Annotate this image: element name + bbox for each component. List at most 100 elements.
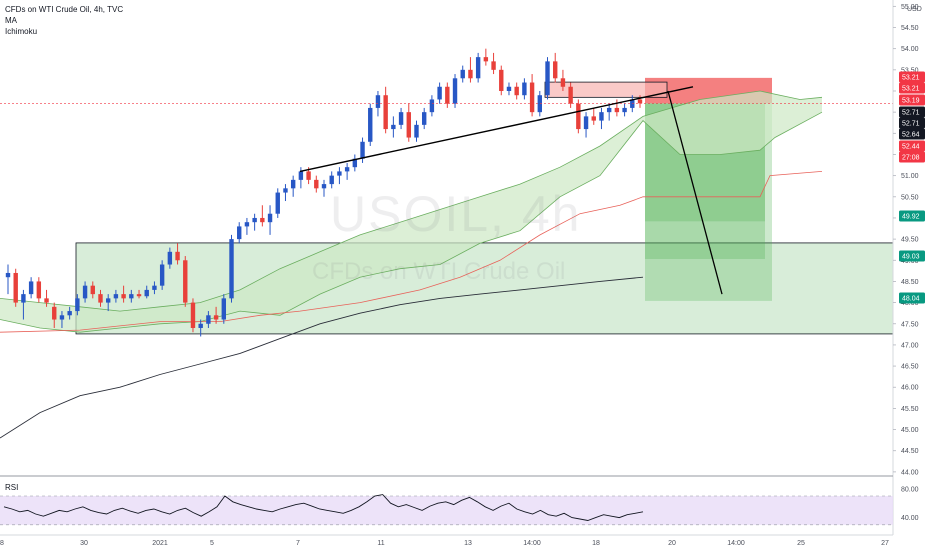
candle-body (429, 99, 435, 113)
candle-body (452, 78, 458, 104)
candle-body (36, 281, 42, 299)
candle-body (560, 78, 566, 87)
candle-body (167, 251, 173, 265)
candle-body (229, 239, 234, 299)
price-tag-label: 48.04 (902, 296, 920, 303)
candle-body (90, 285, 95, 295)
price-tag (899, 117, 925, 129)
candle-body (522, 82, 527, 96)
time-tick-label: 14:00 (523, 540, 541, 547)
candle-body (499, 69, 504, 91)
candle-body (213, 315, 219, 320)
rsi-band (0, 496, 893, 525)
chart-legend: CFDs on WTI Crude Oil, 4h, TVC MA Ichimo… (5, 4, 123, 37)
projection-line (667, 90, 723, 295)
candle-body (67, 311, 72, 316)
time-tick-label: 13 (464, 540, 472, 547)
candle-body (75, 298, 80, 312)
candle-body (252, 217, 257, 223)
candle-body (568, 86, 573, 104)
candle-body (583, 116, 589, 130)
price-tag (899, 71, 925, 83)
ma-line (0, 276, 644, 439)
candle-body (190, 302, 196, 328)
drawings-layer (0, 86, 893, 295)
time-tick-label: 18 (592, 540, 600, 547)
candle-body (267, 213, 273, 223)
price-tag (899, 140, 925, 152)
candle-body (314, 179, 319, 189)
price-tick-label: 47.50 (901, 321, 919, 328)
price-tag-label: 53.21 (902, 75, 920, 82)
price-tick-label: 44.00 (901, 469, 919, 476)
time-tick-label: 27 (881, 540, 889, 547)
time-axis: 28 30 2021 5 7 11 13 14:00 18 20 14:00 25 27 (0, 534, 893, 547)
price-tag-label: 53.19 (902, 98, 920, 105)
price-tag (899, 128, 925, 140)
time-tick-label: 28 (0, 540, 4, 547)
price-tag-label: 52.44 (902, 144, 920, 151)
candle-body (298, 171, 304, 180)
ichimoku-span-b (0, 111, 823, 333)
price-tag (899, 94, 925, 106)
candle-body (337, 171, 342, 176)
price-tick-label: 48.50 (901, 279, 919, 286)
candle-body (514, 86, 519, 96)
candle-body (630, 99, 635, 108)
price-tick-label: 50.50 (901, 194, 919, 201)
price-tick-label: 53.50 (901, 67, 919, 74)
candle-body (82, 285, 88, 299)
price-tick-label: 47.00 (901, 342, 919, 349)
price-tag-label: 52.64 (902, 132, 920, 139)
candle-body (421, 112, 427, 125)
candle-body (406, 112, 411, 138)
candle-body (491, 61, 496, 70)
price-tag (899, 210, 925, 222)
legend-title[interactable]: CFDs on WTI Crude Oil, 4h, TVC (5, 5, 124, 14)
candle-body (5, 272, 11, 278)
candle-body (576, 103, 581, 130)
legend-ma[interactable]: MA (5, 16, 17, 25)
candle-body (468, 69, 473, 79)
time-tick-label: 11 (377, 540, 384, 547)
candle-body (183, 260, 188, 303)
candle-body (13, 272, 18, 303)
candle-body (113, 294, 119, 299)
candle-body (221, 298, 227, 320)
candle-body (144, 289, 149, 297)
candle-body (98, 294, 103, 303)
price-tick-label: 46.00 (901, 385, 919, 392)
time-tick-label: 7 (296, 540, 300, 547)
price-tick-label: 45.00 (901, 427, 919, 434)
candle-body (136, 294, 142, 297)
candle-body (383, 95, 388, 130)
price-tick-label: 46.50 (901, 364, 919, 371)
price-tick-label: 49.50 (901, 237, 919, 244)
legend-ichimoku[interactable]: Ichimoku (5, 27, 38, 36)
trendline (299, 86, 694, 173)
candle-body (329, 175, 334, 185)
candle-body (475, 57, 481, 79)
price-tag (899, 106, 925, 118)
candle-body (306, 171, 311, 180)
candle-body (44, 298, 49, 303)
time-tick-label: 25 (797, 540, 805, 547)
candle-body (237, 226, 242, 240)
price-tag-label: 52.71 (902, 121, 920, 128)
rsi-label[interactable]: RSI (5, 483, 19, 492)
candle-body (321, 184, 327, 189)
candle-body (159, 264, 165, 286)
resistance-box (544, 81, 668, 98)
candle-body (52, 306, 57, 320)
candle-body (398, 112, 404, 125)
candle-body (506, 86, 512, 91)
time-tick-label: 2021 (152, 540, 168, 547)
candle-body (414, 124, 419, 138)
candle-body (283, 188, 288, 193)
price-tick-label: 55.00 (901, 4, 919, 11)
price-tag (899, 151, 925, 163)
rsi-tick-label: 40.00 (901, 515, 919, 522)
price-tag (899, 82, 925, 94)
currency-label: USD (907, 6, 922, 13)
candle-body (614, 107, 620, 113)
